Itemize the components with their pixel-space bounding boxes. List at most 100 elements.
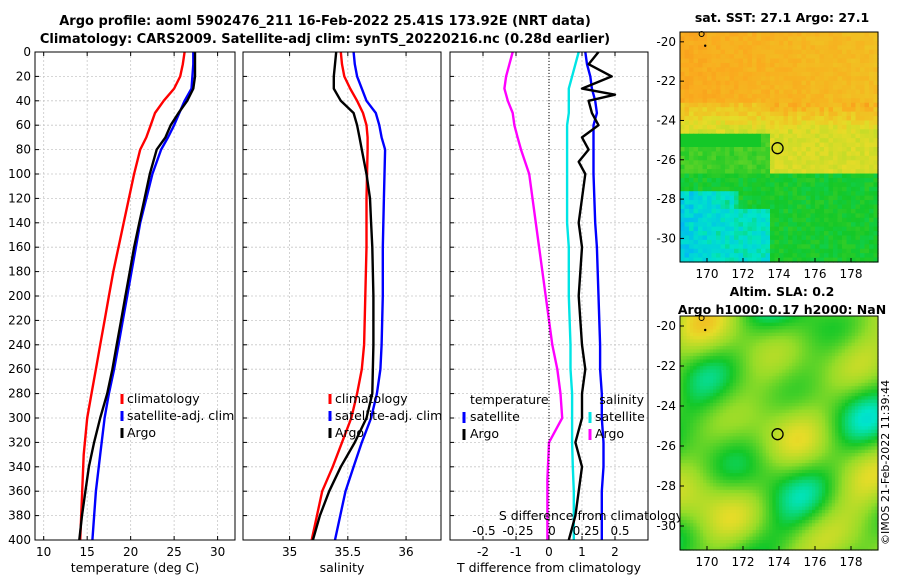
map-cell [739,332,744,337]
map-cell [734,177,740,183]
map-cell [775,446,780,451]
map-cell [808,369,813,374]
map-cell [845,386,849,391]
map-cell [860,195,866,201]
map-cell [846,191,852,197]
map-cell [769,402,773,407]
map-cell [772,319,777,324]
map-cell [756,133,762,139]
map-cell [683,359,688,364]
map-cell [743,186,749,192]
map-cell [851,54,857,60]
map-cell [738,58,744,64]
map-cell [845,406,849,411]
map-cell [788,133,794,139]
map-cell [845,352,849,357]
map-cell [759,356,764,361]
map-cell [797,191,803,197]
map-cell [746,422,750,427]
map-cell [726,366,731,371]
map-cell [821,389,826,394]
map-cell [759,429,764,434]
map-y-tick-label: -20 [656,35,676,49]
map-cell [779,76,785,82]
map-cell [722,402,727,407]
map-cell [855,85,861,91]
map-cell [815,169,821,175]
map-cell [706,376,711,381]
map-cell [756,257,762,263]
map-cell [684,248,690,254]
map-cell [747,142,753,148]
map-cell [808,426,813,431]
map-cell [848,426,853,431]
map-cell [801,62,807,68]
map-cell [680,111,686,117]
map-cell [798,436,803,441]
map-cell [770,253,776,259]
map-cell [860,142,866,148]
map-cell [851,173,857,179]
map-cell [709,366,714,371]
map-cell [792,222,798,228]
map-cell [770,129,776,135]
map-cell [703,449,707,454]
map-cell [864,107,870,113]
map-cell [696,402,701,407]
map-cell [749,336,754,340]
map-cell [732,449,737,454]
map-cell [703,316,707,320]
map-cell [851,359,856,364]
map-cell [761,62,767,68]
map-cell [698,102,704,108]
map-cell [693,49,699,55]
map-cell [860,231,866,237]
map-cell [734,195,740,201]
map-cell [861,379,866,384]
map-cell [812,322,816,327]
map-cell [746,412,750,417]
map-cell [801,147,807,153]
map-cell [683,369,688,374]
map-cell [729,102,735,108]
map-cell [761,76,767,82]
map-cell [747,107,753,113]
x-tick-label: 20 [123,545,138,559]
map-cell [752,107,758,113]
map-cell [783,62,789,68]
map-cell [707,164,713,170]
map-cell [869,226,875,232]
map-cell [738,36,744,42]
map-cell [801,102,807,108]
map-cell [815,67,821,73]
map-cell [792,147,798,153]
map-cell [805,439,810,444]
map-cell [841,322,846,327]
map-cell [765,155,771,161]
map-cell [873,173,879,179]
map-cell [716,133,722,139]
map-cell [788,369,793,374]
map-cell [742,382,747,387]
map-cell [782,359,787,364]
map-cell [693,204,699,210]
map-cell [680,155,686,161]
map-cell [792,155,798,161]
map-cell [693,200,699,206]
map-cell [686,439,691,444]
map-cell [873,204,879,210]
map-cell [765,111,771,117]
map-cell [779,257,785,263]
map-cell [698,208,704,214]
map-cell [782,336,787,340]
map-cell [788,396,793,401]
map-cell [702,231,708,237]
map-cell [874,349,879,354]
map-cell [720,36,726,42]
map-cell [858,366,863,371]
map-cell [725,138,731,144]
map-cell [729,253,735,259]
map-cell [874,412,879,417]
map-cell [722,446,727,451]
map-cell [860,177,866,183]
